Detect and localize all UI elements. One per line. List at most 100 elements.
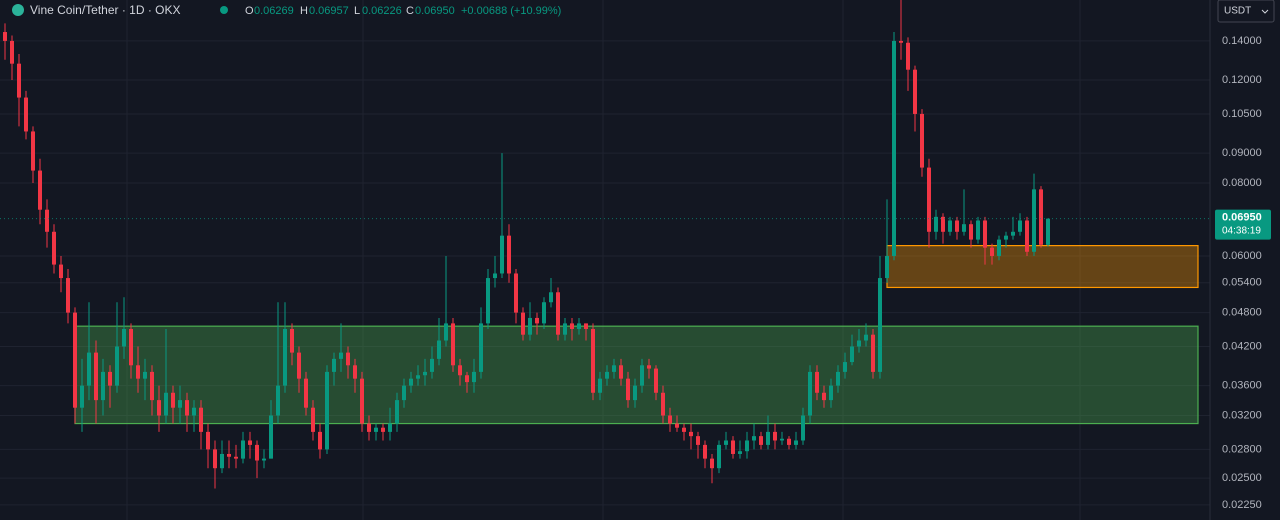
candle-body	[808, 371, 812, 416]
candle-body	[528, 317, 532, 335]
last-price-box	[1215, 209, 1271, 240]
candle-body	[101, 371, 105, 401]
candle-body	[1025, 220, 1029, 252]
candle-body	[283, 328, 287, 386]
candle-body	[878, 278, 882, 372]
candle-body	[752, 436, 756, 441]
candle-body	[1004, 235, 1008, 240]
candle-body	[731, 440, 735, 454]
candle-body	[129, 328, 133, 366]
y-tick-label: 0.10500	[1222, 108, 1262, 120]
candle-body	[381, 427, 385, 432]
vertical-grid	[126, 0, 1081, 520]
candle-body	[318, 431, 322, 450]
legend-key: L	[354, 5, 360, 17]
y-tick-label: 0.04800	[1222, 307, 1262, 319]
candle-body	[619, 365, 623, 379]
candle-body	[794, 440, 798, 445]
candle-body	[675, 423, 679, 428]
candle-body	[73, 312, 77, 408]
candle-body	[325, 371, 329, 450]
candle-body	[668, 415, 672, 424]
zones	[74, 245, 1199, 425]
candle-body	[696, 436, 700, 445]
candle-body	[409, 378, 413, 386]
currency-button[interactable]	[1217, 0, 1275, 23]
dropdown-arrow	[1261, 9, 1269, 14]
candle-body	[724, 440, 728, 445]
candle-body	[269, 415, 273, 459]
candle-body	[654, 368, 658, 393]
candle-body	[787, 438, 791, 445]
candle-body	[115, 346, 119, 386]
candle-body	[962, 224, 966, 232]
candle-body	[220, 453, 224, 469]
candle-body	[584, 323, 588, 329]
candle-body	[122, 328, 126, 347]
candle-body	[815, 371, 819, 393]
candle-body	[521, 312, 525, 335]
candle-body	[640, 365, 644, 386]
candle-body	[171, 392, 175, 408]
candle-body	[906, 42, 910, 70]
candle-body	[836, 371, 840, 386]
y-tick-label: 0.02800	[1222, 443, 1262, 455]
y-tick-label: 0.08000	[1222, 177, 1262, 189]
candle-body	[563, 323, 567, 335]
candle-body	[647, 365, 651, 369]
candle-body	[605, 371, 609, 379]
candle-body	[920, 113, 924, 168]
candle-body	[346, 352, 350, 366]
candle-body	[31, 131, 35, 171]
symbol-title: Vine Coin/Tether · 1D · OKX	[30, 3, 181, 17]
candle-body	[143, 371, 147, 379]
candle-body	[248, 440, 252, 445]
candle-body	[948, 220, 952, 232]
candle-body	[955, 220, 959, 232]
candle-body	[234, 456, 238, 459]
candle-body	[990, 247, 994, 256]
candle-body	[472, 371, 476, 383]
candle-body	[332, 358, 336, 372]
candle-body	[108, 371, 112, 386]
candle-body	[941, 216, 945, 232]
legend-low: 0.06226	[362, 5, 402, 17]
candle-body	[626, 378, 630, 401]
candle-body	[864, 334, 868, 341]
candle-body	[374, 427, 378, 432]
y-tick-label: 0.04200	[1222, 340, 1262, 352]
candle-body	[591, 328, 595, 393]
candle-body	[829, 385, 833, 401]
candle-body	[507, 235, 511, 274]
candle-body	[871, 334, 875, 372]
currency-select[interactable]: USDT	[1217, 0, 1275, 23]
candle-body	[451, 323, 455, 366]
candle-body	[241, 440, 245, 459]
candle-body	[913, 69, 917, 114]
candle-body	[486, 278, 490, 324]
candle-body	[437, 340, 441, 359]
candle-body	[430, 358, 434, 372]
legend-key: C	[406, 5, 414, 17]
candle-body	[304, 378, 308, 408]
candle-body	[1032, 189, 1036, 252]
candle-body	[136, 365, 140, 379]
candle-body	[857, 340, 861, 347]
y-tick-label: 0.14000	[1222, 35, 1262, 47]
candle-body	[164, 392, 168, 416]
candle-body	[976, 220, 980, 240]
candle-body	[465, 375, 469, 383]
candle-body	[297, 352, 301, 379]
candle-body	[1011, 231, 1015, 236]
candle-body	[766, 431, 770, 445]
last-price-label: 0.06950	[1222, 212, 1262, 224]
candle-body	[969, 224, 973, 240]
candle-body	[423, 371, 427, 376]
legend-open: 0.06269	[254, 5, 294, 17]
currency-label[interactable]: USDT	[1224, 6, 1251, 17]
candle-body	[612, 365, 616, 372]
candle-body	[1046, 218, 1050, 245]
candle-body	[458, 365, 462, 376]
candle-body	[661, 392, 665, 416]
